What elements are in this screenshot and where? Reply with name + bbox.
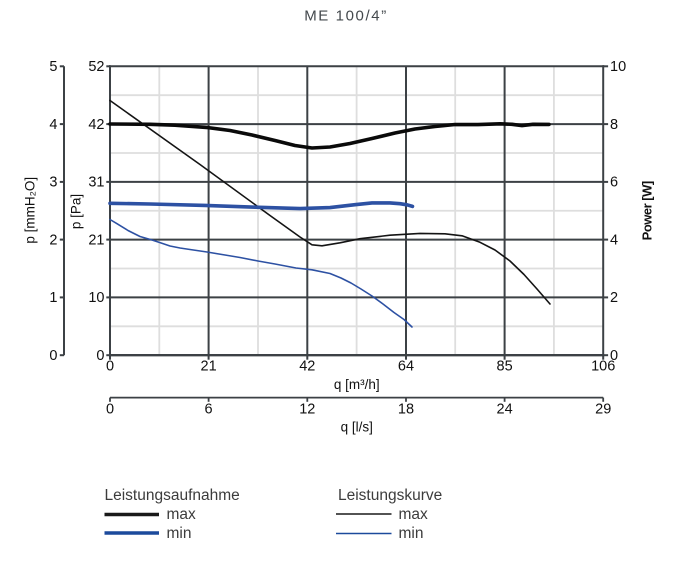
svg-text:0: 0 (96, 348, 104, 364)
svg-text:24: 24 (497, 401, 513, 417)
svg-text:Leistungsaufnahme: Leistungsaufnahme (105, 487, 240, 504)
svg-text:0: 0 (49, 348, 57, 364)
svg-text:64: 64 (398, 358, 414, 374)
svg-text:q [l/s]: q [l/s] (341, 419, 373, 434)
svg-text:18: 18 (398, 401, 414, 417)
svg-text:Leistungskurve: Leistungskurve (338, 487, 442, 504)
svg-text:52: 52 (88, 59, 104, 75)
svg-text:Power [W]: Power [W] (640, 181, 655, 240)
svg-text:42: 42 (299, 358, 315, 374)
svg-text:10: 10 (88, 290, 104, 306)
svg-text:12: 12 (299, 401, 315, 417)
svg-text:8: 8 (610, 117, 618, 133)
svg-text:p [mmH₂O]: p [mmH₂O] (22, 177, 37, 244)
svg-text:max: max (167, 506, 197, 523)
svg-text:q [m³/h]: q [m³/h] (334, 377, 380, 392)
svg-text:2: 2 (49, 232, 57, 248)
svg-text:4: 4 (610, 232, 618, 248)
svg-text:min: min (399, 525, 424, 542)
svg-text:6: 6 (610, 175, 618, 191)
svg-text:21: 21 (88, 232, 104, 248)
svg-text:0: 0 (106, 401, 114, 417)
svg-text:min: min (167, 525, 192, 542)
svg-text:31: 31 (88, 175, 104, 191)
svg-text:10: 10 (610, 59, 626, 75)
svg-text:42: 42 (88, 117, 104, 133)
svg-text:0: 0 (610, 348, 618, 364)
svg-text:106: 106 (591, 358, 615, 374)
svg-text:0: 0 (106, 358, 114, 374)
svg-text:85: 85 (497, 358, 513, 374)
svg-text:max: max (399, 506, 429, 523)
svg-text:p [Pa]: p [Pa] (69, 194, 84, 229)
svg-text:5: 5 (49, 59, 57, 75)
svg-text:6: 6 (205, 401, 213, 417)
svg-text:ME 100/4”: ME 100/4” (304, 8, 388, 25)
svg-text:4: 4 (49, 117, 57, 133)
svg-text:2: 2 (610, 290, 618, 306)
svg-text:29: 29 (595, 401, 611, 417)
svg-text:1: 1 (49, 290, 57, 306)
svg-text:3: 3 (49, 175, 57, 191)
svg-text:21: 21 (201, 358, 217, 374)
